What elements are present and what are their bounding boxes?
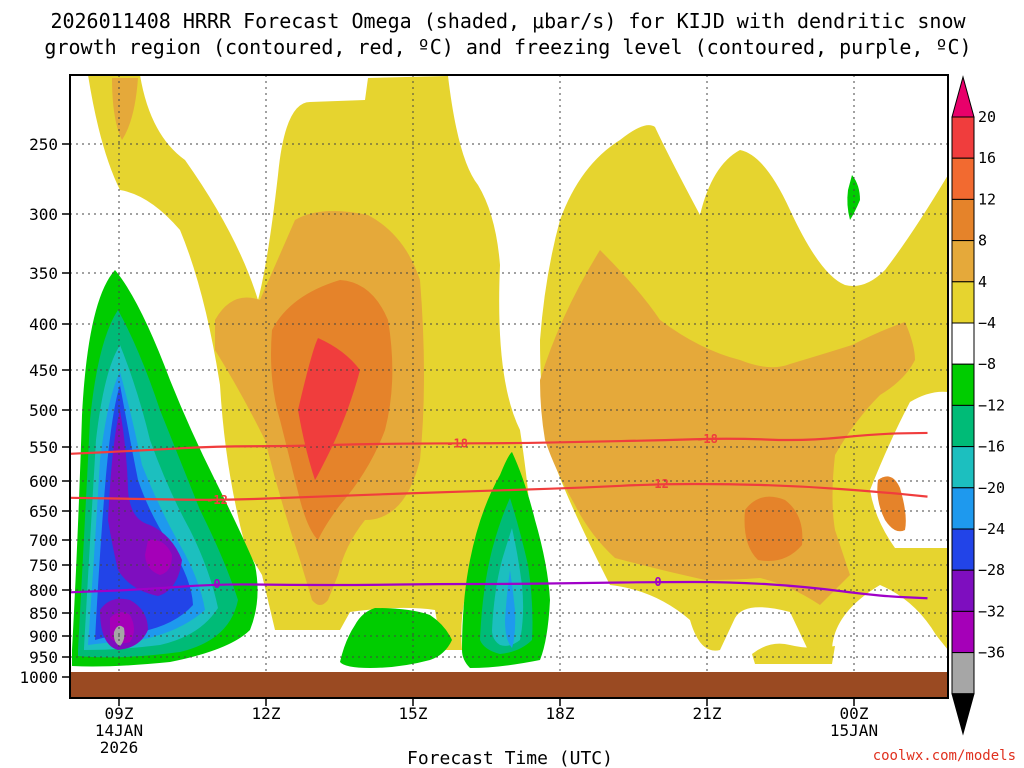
colorbar-label: −36 <box>978 644 1005 662</box>
omega-shading <box>72 75 948 668</box>
title-line-1: 2026011408 HRRR Forecast Omega (shaded, … <box>50 9 966 33</box>
colorbar-label: −24 <box>978 520 1005 538</box>
colorbar-swatch <box>951 281 975 324</box>
colorbar-swatch <box>951 652 975 695</box>
colorbar-swatch <box>951 198 975 242</box>
colorbar-bottom-arrow <box>951 693 975 736</box>
colorbar-swatch <box>951 157 975 200</box>
y-tick-label: 250 <box>29 135 58 154</box>
colorbar-label: 4 <box>978 273 987 291</box>
shade-plus12-right2 <box>877 476 906 532</box>
y-tick-label: 750 <box>29 556 58 575</box>
x-tick-sublabel: 14JAN <box>95 721 143 740</box>
x-tick-label: 21Z <box>693 704 722 723</box>
temperature-contours <box>70 431 928 600</box>
colorbar-label: −12 <box>978 396 1005 414</box>
shade-ascent-col2-16 <box>505 570 516 648</box>
y-axis-ticks: 250 300 350 400 450 500 550 600 650 700 750 800 850 9… <box>19 135 70 687</box>
contour-label--12: -12 <box>206 493 228 507</box>
y-tick-label: 800 <box>29 581 58 600</box>
colorbar-swatch <box>951 569 975 612</box>
shade-plus4-bump <box>752 643 835 664</box>
colorbar-swatch <box>951 322 975 365</box>
colorbar-label: 20 <box>978 108 996 126</box>
colorbar-label: 8 <box>978 232 987 250</box>
x-tick-label: 15Z <box>399 704 428 723</box>
contour-line-0 <box>70 580 928 600</box>
colorbar-swatch <box>951 363 975 406</box>
contour-labels: -18 -18 -12 -12 0 0 <box>206 432 718 591</box>
title-line-2: growth region (contoured, red, ºC) and f… <box>44 35 971 59</box>
contour-line--12 <box>70 482 928 501</box>
colorbar-top-arrow <box>951 75 975 118</box>
y-tick-label: 850 <box>29 604 58 623</box>
colorbar-swatch <box>951 610 975 654</box>
contour-label--12: -12 <box>647 477 669 491</box>
y-tick-label: 300 <box>29 205 58 224</box>
x-tick-label: 12Z <box>252 704 281 723</box>
colorbar-swatch <box>951 528 975 571</box>
contour-label-0: 0 <box>654 575 661 589</box>
shade-ascent-patch <box>340 608 452 668</box>
x-tick-label: 09Z <box>105 704 134 723</box>
colorbar-swatch <box>951 404 975 448</box>
y-tick-label: 450 <box>29 361 58 380</box>
y-tick-label: 650 <box>29 502 58 521</box>
y-tick-label: 700 <box>29 531 58 550</box>
colorbar-label: 16 <box>978 149 996 167</box>
x-axis-title: Forecast Time (UTC) <box>407 748 613 768</box>
shade-ascent-col2-12 <box>492 528 524 646</box>
shade-plus12-right <box>744 496 803 561</box>
colorbar-label: −20 <box>978 479 1005 497</box>
shade-ascent-spot <box>847 175 860 220</box>
x-tick-label: 00Z <box>840 704 869 723</box>
y-tick-label: 1000 <box>19 668 58 687</box>
colorbar: 20 16 12 8 4 −4 −8 −12 −16 −20 −24 −28 −32 −36 <box>951 75 1005 736</box>
shade-plus8-right <box>540 250 915 605</box>
colorbar-swatch <box>951 487 975 530</box>
y-tick-label: 400 <box>29 315 58 334</box>
x-tick-sublabel-2: 2026 <box>100 738 139 757</box>
colorbar-label: −8 <box>978 355 996 373</box>
y-tick-label: 600 <box>29 472 58 491</box>
plot-frame <box>69 74 949 699</box>
contour-label-0: 0 <box>213 577 220 591</box>
y-tick-label: 500 <box>29 401 58 420</box>
x-tick-sublabel: 15JAN <box>830 721 878 740</box>
colorbar-label: −32 <box>978 602 1005 620</box>
credit-text[interactable]: coolwx.com/models <box>873 748 1016 764</box>
colorbar-swatch <box>951 116 975 159</box>
ground-strip <box>70 672 948 698</box>
contour-label--18: -18 <box>446 436 468 450</box>
shade-ascent-col1-28 <box>110 539 172 644</box>
y-tick-label: 950 <box>29 648 58 667</box>
y-tick-label: 350 <box>29 264 58 283</box>
colorbar-label: −28 <box>978 561 1005 579</box>
colorbar-label: 12 <box>978 190 996 208</box>
colorbar-swatch <box>951 446 975 489</box>
colorbar-label: −16 <box>978 438 1005 456</box>
y-tick-label: 550 <box>29 438 58 457</box>
colorbar-label: −4 <box>978 314 996 332</box>
x-tick-label: 18Z <box>546 704 575 723</box>
contour-line--18 <box>70 431 928 455</box>
colorbar-swatch <box>951 240 975 283</box>
contour-label--18: -18 <box>696 432 718 446</box>
y-tick-label: 900 <box>29 627 58 646</box>
